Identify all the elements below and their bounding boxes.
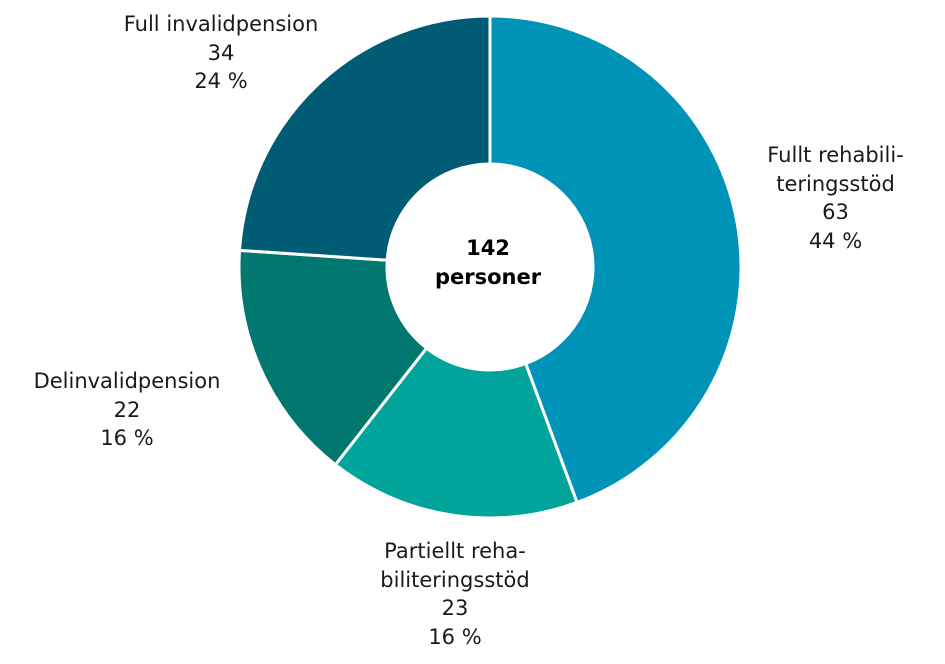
slice-label-text: Delinvalidpension	[33, 369, 221, 393]
slice-label-text: biliteringsstöd	[380, 567, 530, 592]
donut-slice	[237, 248, 429, 467]
slice-percent: 16 %	[100, 426, 154, 450]
slice-percent: 24 %	[194, 69, 248, 93]
slice-label-text: Partiellt reha-	[384, 539, 526, 563]
slice-percent: 44 %	[808, 228, 863, 253]
slice-value: 23	[441, 596, 469, 620]
donut-slice	[237, 14, 492, 262]
slice-percent: 16 %	[428, 624, 482, 649]
slice-value: 22	[113, 397, 141, 422]
donut-slice	[333, 346, 579, 520]
slice-label-full-invalidpension: Full invalidpension 34 24 %	[106, 10, 336, 96]
center-total-unit: personer	[434, 265, 542, 289]
slice-value: 63	[822, 200, 849, 224]
donut-slice	[488, 14, 743, 505]
slice-label-text: teringsstöd	[776, 171, 895, 196]
slice-label-partiellt-rehabiliteringsstod: Partiellt reha- biliteringsstöd 23 16 %	[350, 537, 560, 651]
slice-value: 34	[207, 40, 235, 65]
center-total-value: 142	[466, 236, 510, 260]
slice-label-fullt-rehabiliteringsstod: Fullt rehabili- teringsstöd 63 44 %	[738, 141, 933, 255]
slice-label-delinvalidpension: Delinvalidpension 22 16 %	[12, 367, 242, 453]
slice-label-text: Fullt rehabili-	[767, 143, 904, 167]
center-total: 142 personer	[388, 234, 588, 292]
slice-label-text: Full invalidpension	[123, 12, 319, 36]
